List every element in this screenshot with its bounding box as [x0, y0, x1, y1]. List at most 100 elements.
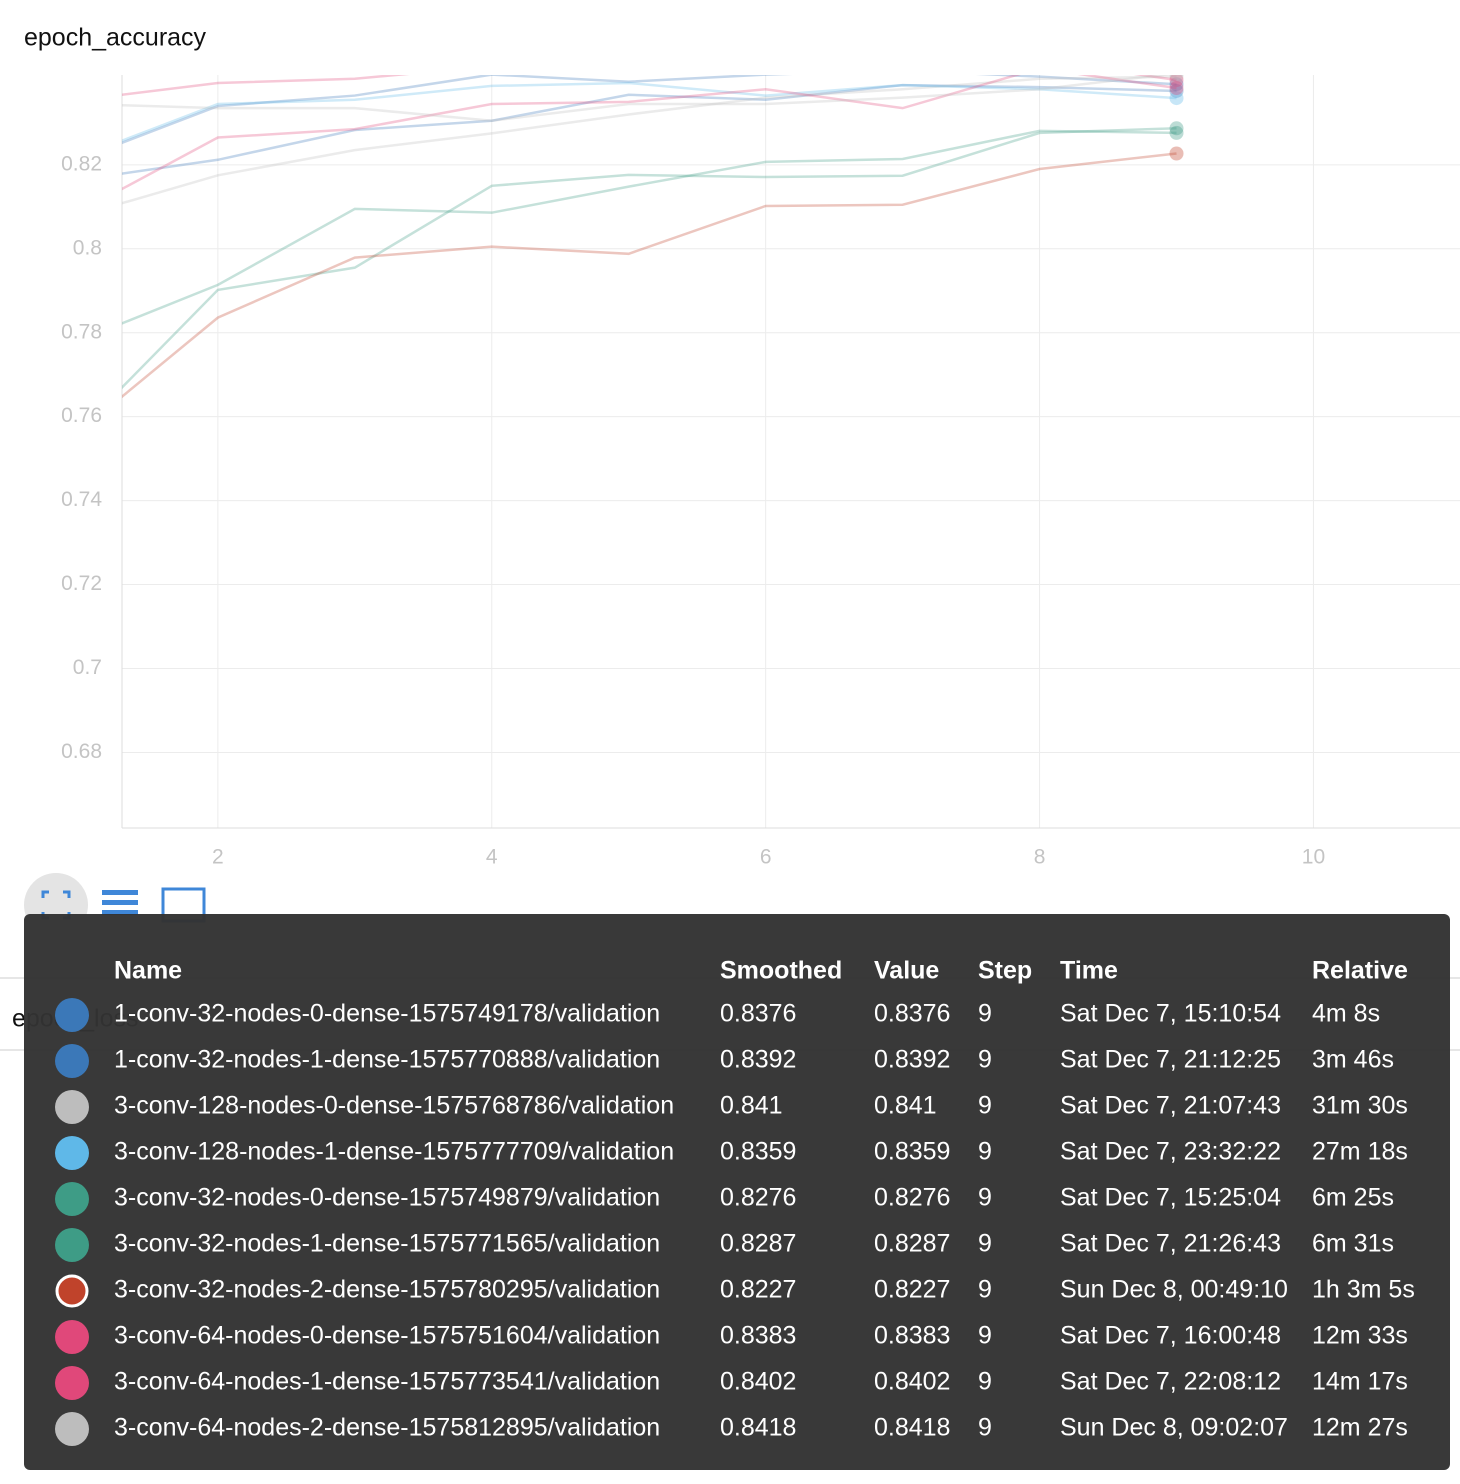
- cell-time: Sat Dec 7, 21:12:25: [1060, 1046, 1281, 1074]
- series-line: [122, 127, 1177, 390]
- cell-time: Sat Dec 7, 16:00:48: [1060, 1322, 1281, 1350]
- run-swatch: [55, 1228, 89, 1262]
- cell-smoothed: 0.8359: [720, 1138, 796, 1166]
- cell-value: 0.8227: [874, 1276, 950, 1304]
- plot-area: [122, 75, 1184, 399]
- run-name: 3-conv-128-nodes-0-dense-1575768786/vali…: [114, 1092, 674, 1120]
- run-swatch: [55, 1044, 89, 1078]
- series-line: [122, 75, 1177, 205]
- run-name: 3-conv-32-nodes-1-dense-1575771565/valid…: [114, 1230, 660, 1258]
- cell-smoothed: 0.841: [720, 1092, 783, 1120]
- series-line: [122, 75, 1177, 96]
- fullscreen-icon: [41, 890, 71, 920]
- y-tick-label: 0.8: [73, 236, 102, 259]
- series-line: [122, 75, 1177, 145]
- run-name: 1-conv-32-nodes-0-dense-1575749178/valid…: [114, 1000, 660, 1028]
- cell-time: Sat Dec 7, 23:32:22: [1060, 1138, 1281, 1166]
- icon-bar: [102, 890, 138, 895]
- cell-time: Sat Dec 7, 22:08:12: [1060, 1368, 1281, 1396]
- end-point: [1169, 75, 1184, 81]
- cell-time: Sat Dec 7, 21:26:43: [1060, 1230, 1281, 1258]
- column-header: Step: [978, 957, 1032, 985]
- cell-value: 0.8418: [874, 1414, 950, 1442]
- grid: [122, 75, 1460, 828]
- cell-time: Sat Dec 7, 15:25:04: [1060, 1184, 1281, 1212]
- run-name: 3-conv-32-nodes-2-dense-1575780295/valid…: [114, 1276, 660, 1304]
- end-point: [1169, 146, 1184, 161]
- x-tick-label: 4: [486, 846, 498, 869]
- cell-step: 9: [978, 1414, 992, 1442]
- cell-time: Sat Dec 7, 15:10:54: [1060, 1000, 1281, 1028]
- x-tick-label: 8: [1034, 846, 1046, 869]
- icon-bar: [102, 900, 138, 905]
- chart-title: epoch_accuracy: [24, 24, 207, 52]
- cell-relative: 1h 3m 5s: [1312, 1276, 1415, 1304]
- run-name: 3-conv-128-nodes-1-dense-1575777709/vali…: [114, 1138, 674, 1166]
- series-line: [122, 75, 1177, 191]
- cell-relative: 12m 27s: [1312, 1414, 1408, 1442]
- column-header: Time: [1060, 957, 1118, 985]
- run-swatch: [55, 1366, 89, 1400]
- y-tick-label: 0.76: [61, 404, 102, 427]
- cell-relative: 12m 33s: [1312, 1322, 1408, 1350]
- cell-step: 9: [978, 1092, 992, 1120]
- run-swatch: [55, 1136, 89, 1170]
- cell-smoothed: 0.8287: [720, 1230, 796, 1258]
- cell-relative: 6m 31s: [1312, 1230, 1394, 1258]
- x-tick-label: 6: [760, 846, 772, 869]
- x-tick-label: 2: [212, 846, 224, 869]
- cell-time: Sat Dec 7, 21:07:43: [1060, 1092, 1281, 1120]
- cell-relative: 4m 8s: [1312, 1000, 1380, 1028]
- cell-smoothed: 0.8383: [720, 1322, 796, 1350]
- end-point: [1169, 75, 1184, 88]
- run-name: 3-conv-32-nodes-0-dense-1575749879/valid…: [114, 1184, 660, 1212]
- cell-smoothed: 0.8418: [720, 1414, 796, 1442]
- cell-value: 0.8392: [874, 1046, 950, 1074]
- cell-step: 9: [978, 1368, 992, 1396]
- icon-bar: [102, 910, 138, 915]
- y-tick-label: 0.74: [61, 488, 102, 511]
- cell-smoothed: 0.8276: [720, 1184, 796, 1212]
- series-line: [122, 83, 1177, 175]
- end-point: [1169, 83, 1184, 98]
- y-tick-label: 0.78: [61, 320, 102, 343]
- column-header: Value: [874, 957, 939, 985]
- y-tick-label: 0.82: [61, 152, 102, 175]
- column-header: Smoothed: [720, 957, 842, 985]
- y-tick-label: 0.72: [61, 572, 102, 595]
- run-swatch: [55, 1320, 89, 1354]
- cell-smoothed: 0.8227: [720, 1276, 796, 1304]
- cell-step: 9: [978, 1276, 992, 1304]
- tooltip-table: Name Smoothed Value Step Time Relative 1-conv-…: [55, 957, 1415, 1446]
- series-line: [122, 81, 1177, 143]
- cell-step: 9: [978, 1000, 992, 1028]
- run-swatch: [55, 1274, 89, 1308]
- cell-value: 0.8359: [874, 1138, 950, 1166]
- run-swatch: [55, 998, 89, 1032]
- column-header: Name: [114, 957, 182, 985]
- end-point: [1169, 77, 1184, 92]
- run-name: 3-conv-64-nodes-2-dense-1575812895/valid…: [114, 1414, 660, 1442]
- end-point: [1169, 75, 1184, 84]
- end-point: [1169, 121, 1184, 136]
- legend-toggle[interactable]: [102, 890, 138, 915]
- cell-value: 0.841: [874, 1092, 937, 1120]
- run-name: 3-conv-64-nodes-0-dense-1575751604/valid…: [114, 1322, 660, 1350]
- cell-step: 9: [978, 1138, 992, 1166]
- end-point: [1169, 125, 1184, 140]
- cell-step: 9: [978, 1046, 992, 1074]
- cell-value: 0.8287: [874, 1230, 950, 1258]
- cell-step: 9: [978, 1184, 992, 1212]
- run-swatch: [55, 1090, 89, 1124]
- cell-relative: 6m 25s: [1312, 1184, 1394, 1212]
- cell-smoothed: 0.8402: [720, 1368, 796, 1396]
- column-header: Relative: [1312, 957, 1408, 985]
- end-point: [1169, 81, 1184, 96]
- cell-relative: 14m 17s: [1312, 1368, 1408, 1396]
- series-line: [122, 75, 1173, 123]
- cell-step: 9: [978, 1230, 992, 1258]
- cell-relative: 3m 46s: [1312, 1046, 1394, 1074]
- x-tick-label: 10: [1302, 846, 1325, 869]
- cell-smoothed: 0.8392: [720, 1046, 796, 1074]
